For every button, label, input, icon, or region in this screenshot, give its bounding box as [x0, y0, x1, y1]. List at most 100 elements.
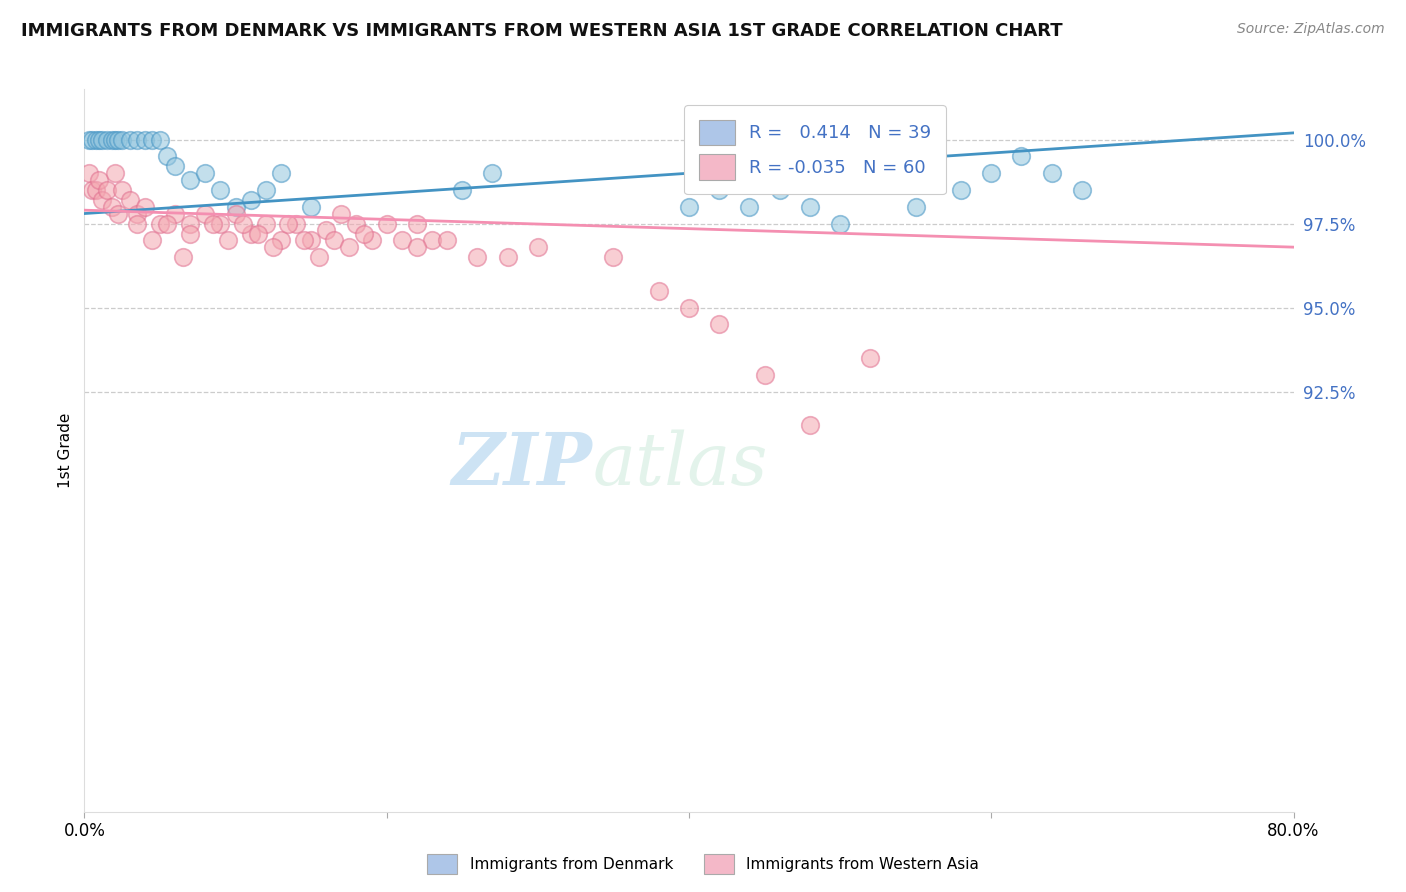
Point [496, 250, 519, 264]
Point [77, 133, 100, 147]
Point [141, 234, 163, 248]
Point [738, 200, 761, 214]
Text: IMMIGRANTS FROM DENMARK VS IMMIGRANTS FROM WESTERN ASIA 1ST GRADE CORRELATION CH: IMMIGRANTS FROM DENMARK VS IMMIGRANTS FR… [21, 22, 1063, 40]
Point [165, 206, 187, 220]
Point [254, 183, 277, 197]
Point [201, 217, 224, 231]
Point [100, 133, 122, 147]
Point [353, 227, 375, 241]
Point [127, 217, 149, 231]
Point [270, 234, 292, 248]
Point [709, 318, 731, 332]
Point [299, 234, 322, 248]
Point [209, 217, 232, 231]
Point [648, 284, 671, 298]
Point [1071, 183, 1094, 197]
Point [769, 183, 792, 197]
Point [292, 234, 315, 248]
Point [239, 193, 262, 207]
Point [80, 133, 103, 147]
Point [156, 217, 179, 231]
Point [118, 193, 141, 207]
Point [406, 217, 429, 231]
Point [156, 149, 179, 163]
Point [322, 234, 344, 248]
Point [225, 206, 247, 220]
Point [149, 217, 172, 231]
Legend: R =   0.414   N = 39, R = -0.035   N = 60: R = 0.414 N = 39, R = -0.035 N = 60 [685, 105, 946, 194]
Point [127, 206, 149, 220]
Point [165, 160, 187, 174]
Point [315, 223, 337, 237]
Point [481, 166, 503, 180]
Point [111, 183, 134, 197]
Point [859, 351, 882, 365]
Point [346, 217, 368, 231]
Point [100, 200, 122, 214]
Point [86, 133, 108, 147]
Point [420, 234, 443, 248]
Point [232, 217, 254, 231]
Point [247, 227, 270, 241]
Point [127, 133, 149, 147]
Legend: Immigrants from Denmark, Immigrants from Western Asia: Immigrants from Denmark, Immigrants from… [420, 848, 986, 880]
Text: atlas: atlas [592, 430, 768, 500]
Point [262, 240, 284, 254]
Point [254, 217, 277, 231]
Point [308, 250, 330, 264]
Point [1011, 149, 1033, 163]
Point [330, 206, 353, 220]
Point [91, 133, 114, 147]
Point [904, 200, 927, 214]
Point [830, 217, 852, 231]
Point [285, 217, 308, 231]
Point [467, 250, 489, 264]
Point [179, 217, 201, 231]
Text: ZIP: ZIP [451, 429, 592, 500]
Point [107, 133, 129, 147]
Point [239, 227, 262, 241]
Point [406, 240, 429, 254]
Point [86, 183, 108, 197]
Point [107, 206, 129, 220]
Point [678, 200, 700, 214]
Point [799, 418, 821, 433]
Point [277, 217, 299, 231]
Point [134, 133, 156, 147]
Point [799, 200, 821, 214]
Point [436, 234, 458, 248]
Point [451, 183, 474, 197]
Point [375, 217, 398, 231]
Point [299, 200, 322, 214]
Point [337, 240, 360, 254]
Point [950, 183, 973, 197]
Point [194, 206, 217, 220]
Point [1040, 166, 1063, 180]
Point [80, 183, 103, 197]
Point [225, 200, 247, 214]
Point [527, 240, 550, 254]
Point [754, 368, 776, 382]
Point [149, 133, 172, 147]
Point [709, 183, 731, 197]
Point [89, 173, 111, 187]
Point [209, 183, 232, 197]
Point [602, 250, 624, 264]
Point [104, 133, 127, 147]
Point [141, 133, 163, 147]
Point [391, 234, 413, 248]
Point [89, 133, 111, 147]
Point [179, 227, 201, 241]
Point [91, 193, 114, 207]
Point [118, 133, 141, 147]
Point [360, 234, 382, 248]
Point [980, 166, 1002, 180]
Point [96, 133, 118, 147]
Point [217, 234, 239, 248]
Point [270, 166, 292, 180]
Point [179, 173, 201, 187]
Text: Source: ZipAtlas.com: Source: ZipAtlas.com [1237, 22, 1385, 37]
Point [96, 183, 118, 197]
Point [77, 166, 100, 180]
Point [172, 250, 194, 264]
